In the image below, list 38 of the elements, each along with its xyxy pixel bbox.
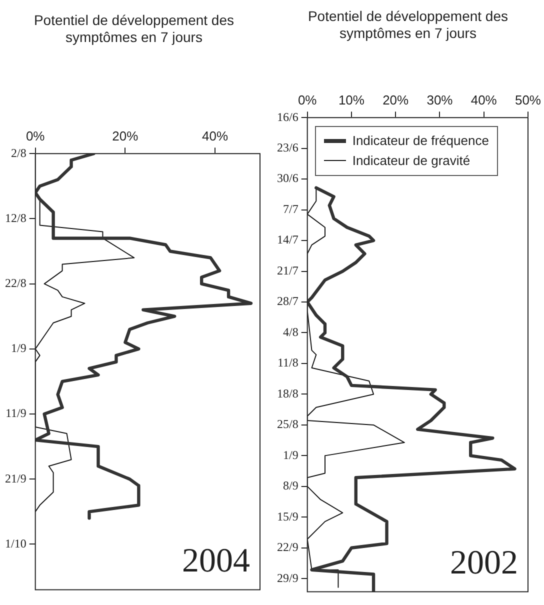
x-tick-label: 20% — [112, 128, 139, 144]
y-tick-label: 14/7 — [276, 232, 298, 247]
y-tick-label: 11/8 — [277, 356, 298, 370]
legend-label: Indicateur de gravité — [352, 152, 470, 170]
x-tick-label: 20% — [382, 92, 410, 108]
y-tick-label: 7/7 — [282, 202, 298, 216]
y-tick-label: 16/6 — [276, 110, 298, 124]
y-tick-label: 21/9 — [4, 471, 26, 486]
x-axis-title: Potentiel de développement des symptômes en 7 jours — [32, 12, 236, 46]
y-tick-label: 22/9 — [276, 540, 298, 554]
x-tick-label: 30% — [426, 92, 454, 108]
y-tick-label: 1/10 — [4, 536, 26, 550]
y-tick-label: 28/7 — [276, 294, 298, 308]
x-tick-label: 0% — [26, 128, 46, 144]
y-tick-label: 23/6 — [276, 140, 298, 154]
y-tick-label: 2/8 — [10, 146, 26, 160]
y-tick-label: 11/9 — [5, 406, 26, 420]
y-tick-label: 1/9 — [10, 341, 26, 356]
y-tick-label: 25/8 — [276, 417, 298, 432]
y-tick-label: 12/8 — [4, 210, 26, 225]
annotation: 2002 — [450, 544, 518, 582]
x-tick-label: 10% — [338, 92, 365, 108]
y-tick-label: 8/9 — [282, 478, 298, 493]
annotation: 2004 — [182, 542, 250, 580]
y-tick-label: 4/8 — [282, 324, 298, 339]
legend-label: Indicateur de fréquence — [352, 132, 489, 150]
y-tick-label: 1/9 — [282, 448, 298, 462]
y-tick-label: 18/8 — [276, 386, 298, 400]
y-tick-label: 21/7 — [276, 263, 298, 278]
x-tick-label: 0% — [298, 92, 318, 108]
y-tick-label: 30/6 — [276, 171, 298, 186]
y-tick-label: 15/9 — [276, 509, 298, 524]
y-tick-label: 29/9 — [276, 570, 298, 585]
x-tick-label: 40% — [202, 128, 229, 144]
x-axis-title: Potentiel de développement des symptômes en 7 jours — [306, 8, 510, 42]
x-tick-label: 50% — [514, 92, 542, 108]
y-tick-label: 22/8 — [4, 276, 26, 290]
x-tick-label: 40% — [470, 92, 498, 108]
